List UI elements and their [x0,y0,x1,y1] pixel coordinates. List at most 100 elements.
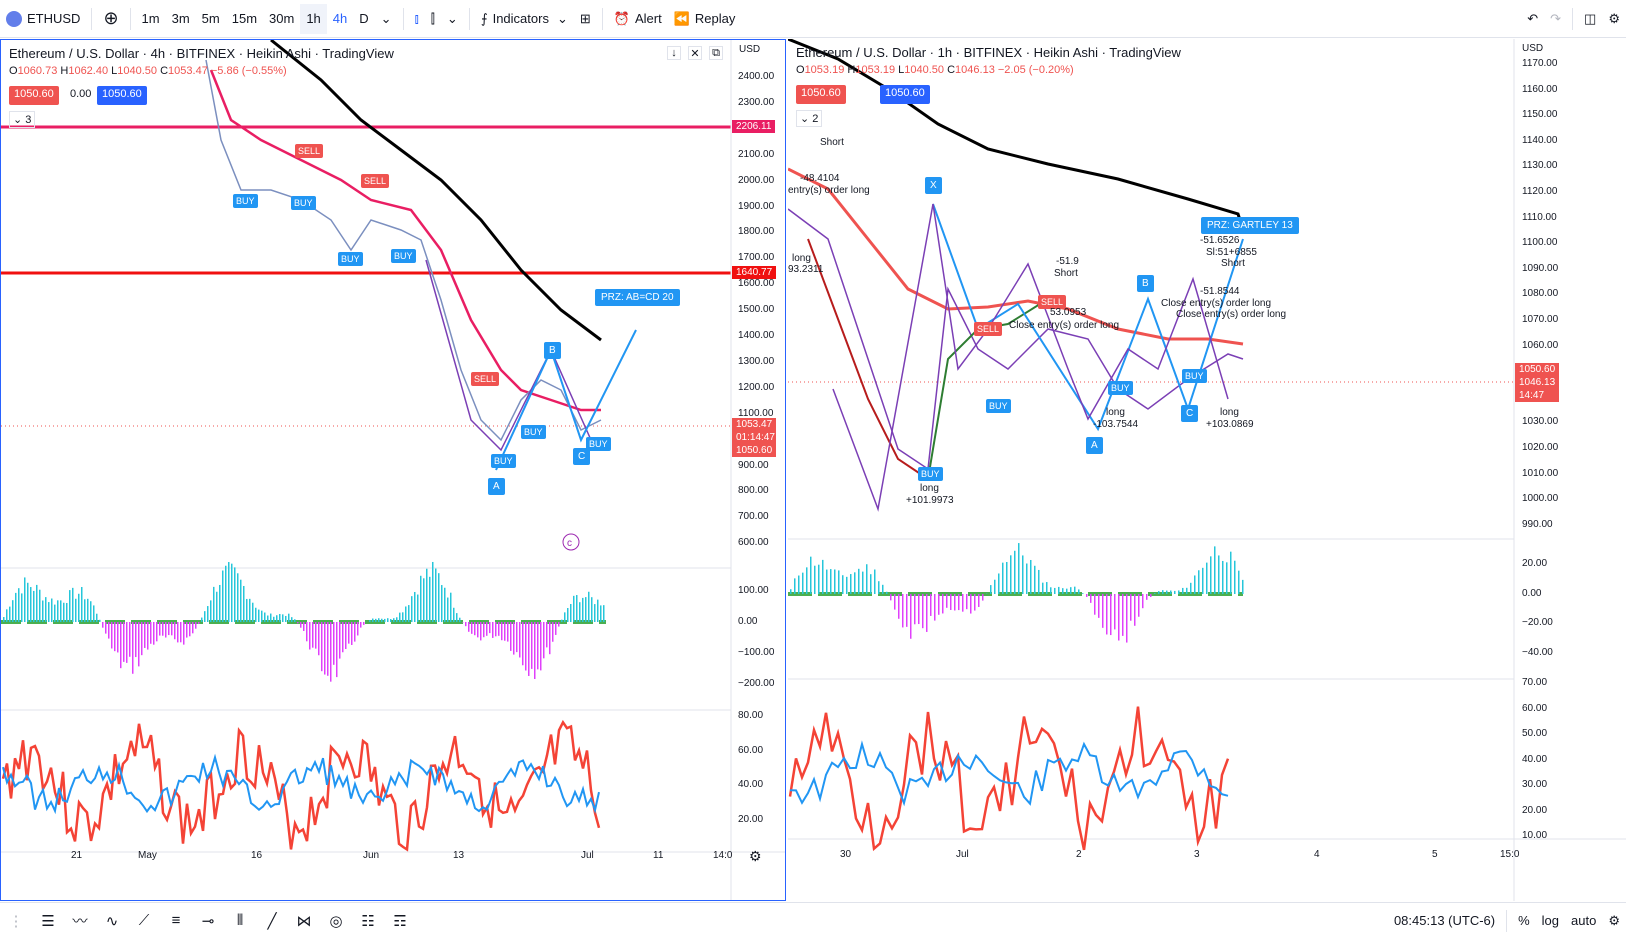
chevron-down-icon[interactable]: ⌄ [380,10,392,26]
fib-icon[interactable]: ≡ [171,912,181,929]
interval-15m[interactable]: 15m [231,11,258,26]
layout-icon[interactable]: ◫ [1584,10,1597,26]
axis-tick-label: 40.00 [738,779,764,790]
histogram-bar [830,569,832,594]
histogram-bar [1090,594,1092,603]
histogram-bar [854,572,856,594]
right-chart-canvas[interactable] [788,39,1626,901]
spiral-icon[interactable]: ◎ [329,912,343,930]
histogram-bar [111,622,113,649]
histogram-bar [462,622,464,623]
bars-icon[interactable]: ⫾ [414,10,419,26]
bid-price-box[interactable]: 1050.60 [796,85,846,104]
currency-label[interactable]: USD [1522,43,1544,54]
bid-price-box[interactable]: 1050.60 [9,86,59,105]
interval-3m[interactable]: 3m [171,11,190,26]
left-chart-canvas[interactable]: c [1,40,786,901]
pattern-icon[interactable]: 〰 [72,913,88,930]
histogram-bar [1130,594,1132,621]
histogram-bar [1050,587,1052,594]
percent-toggle[interactable]: % [1518,913,1530,928]
undo-icon[interactable]: ↶ [1527,10,1539,26]
histogram-bar [600,605,602,622]
histogram-bar [258,609,260,622]
sliders-icon[interactable]: ☷ [361,912,375,930]
histogram-bar [798,575,800,594]
close-icon[interactable]: ✕ [688,46,702,60]
ray-icon[interactable]: ╱ [267,912,277,930]
histogram-bar [255,607,257,622]
bars-pattern-icon[interactable]: ⦀ [236,912,244,929]
clock-time[interactable]: 08:45:13 (UTC-6) [1393,913,1496,928]
interval-5m[interactable]: 5m [201,11,220,26]
templates-icon[interactable]: ⊞ [579,10,591,26]
indicators-collapse[interactable]: ⌄ 2 [796,110,823,127]
symbol-search[interactable]: ETHUSD [0,4,86,34]
histogram-bar [30,587,32,622]
histogram-bar [990,585,992,594]
left-chart-pane[interactable]: c Ethereum / U.S. Dollar · 4h · BITFINEX… [0,39,786,901]
histogram-bar [531,622,533,669]
indicators-collapse[interactable]: ⌄ 3 [9,111,36,128]
interval-4h[interactable]: 4h [332,11,348,26]
axis-tick-label: 20.00 [1522,558,1548,569]
histogram-bar [78,593,80,622]
filter-icon[interactable]: ☶ [393,912,407,930]
settings-gear-icon[interactable]: ⚙ [1608,10,1620,26]
xabcd-icon[interactable]: ⋈ [296,912,312,930]
candles-icon[interactable]: ⫿ [430,10,435,26]
divider [468,7,470,30]
histogram-bar [324,622,326,675]
currency-label[interactable]: USD [739,44,761,55]
histogram-bar [231,563,233,622]
chart-settings-gear-icon[interactable]: ⚙ [749,848,762,864]
horizontal-line-icon[interactable]: ⊸ [201,912,215,930]
maximize-icon[interactable]: ⧉ [709,46,723,60]
settings-gear-icon[interactable]: ⚙ [1608,912,1620,928]
annotation: -51.9 [1056,256,1079,267]
ask-price-box[interactable]: 1050.60 [97,86,147,105]
auto-toggle[interactable]: auto [1571,913,1597,928]
histogram-bar [114,622,116,652]
last-price-tag: 1046.13 [1515,376,1559,389]
replay-button[interactable]: ⏪ Replay [668,4,742,34]
log-toggle[interactable]: log [1541,913,1560,928]
histogram-bar [42,600,44,622]
compare-add-icon[interactable]: ⊕ [103,8,119,28]
buy-signal: BUY [338,252,363,266]
alert-button[interactable]: ⏰ Alert [608,4,668,34]
histogram-bar [90,601,92,622]
histogram-bar [1110,594,1112,636]
histogram-bar [165,622,167,638]
histogram-bar [994,579,996,594]
ohlc-change: −2.05 (−0.20%) [997,64,1074,76]
histogram-bar [342,622,344,653]
line-tool-icon[interactable]: ⟋ [138,912,150,929]
axis-tick-label: 900.00 [738,459,769,471]
interval-d[interactable]: D [359,11,369,26]
drag-handle-icon[interactable]: ⋮ [8,912,24,930]
ask-price-box[interactable]: 1050.60 [880,85,930,104]
histogram-bar [1142,594,1144,609]
buy-signal: BUY [521,425,546,439]
histogram-bar [477,622,479,638]
ohlc-close: 1046.13 [955,64,995,76]
sell-signal: SELL [471,372,500,386]
annotation: long [792,253,811,264]
interval-1h[interactable]: 1h [300,3,327,34]
chevron-down-icon[interactable]: ⌄ [446,10,458,26]
right-chart-pane[interactable]: Ethereum / U.S. Dollar · 1h · BITFINEX ·… [788,39,1626,901]
annotation: +103.0869 [1206,419,1254,430]
hline-label: 1640.77 [732,266,777,279]
histogram-bar [597,599,599,622]
axis-tick-label: 700.00 [738,511,769,523]
interval-30m[interactable]: 30m [269,11,295,26]
histogram-bar [525,622,527,671]
interval-1m[interactable]: 1m [141,11,160,26]
elliott-wave-icon[interactable]: ∿ [105,912,119,930]
redo-icon[interactable]: ↷ [1550,10,1562,26]
trend-tools-icon[interactable]: ☰ [41,912,55,930]
histogram-bar [974,594,976,611]
indicators-button[interactable]: ⨍ Indicators ⌄ [475,4,574,34]
scroll-down-icon[interactable]: ↓ [667,46,681,60]
